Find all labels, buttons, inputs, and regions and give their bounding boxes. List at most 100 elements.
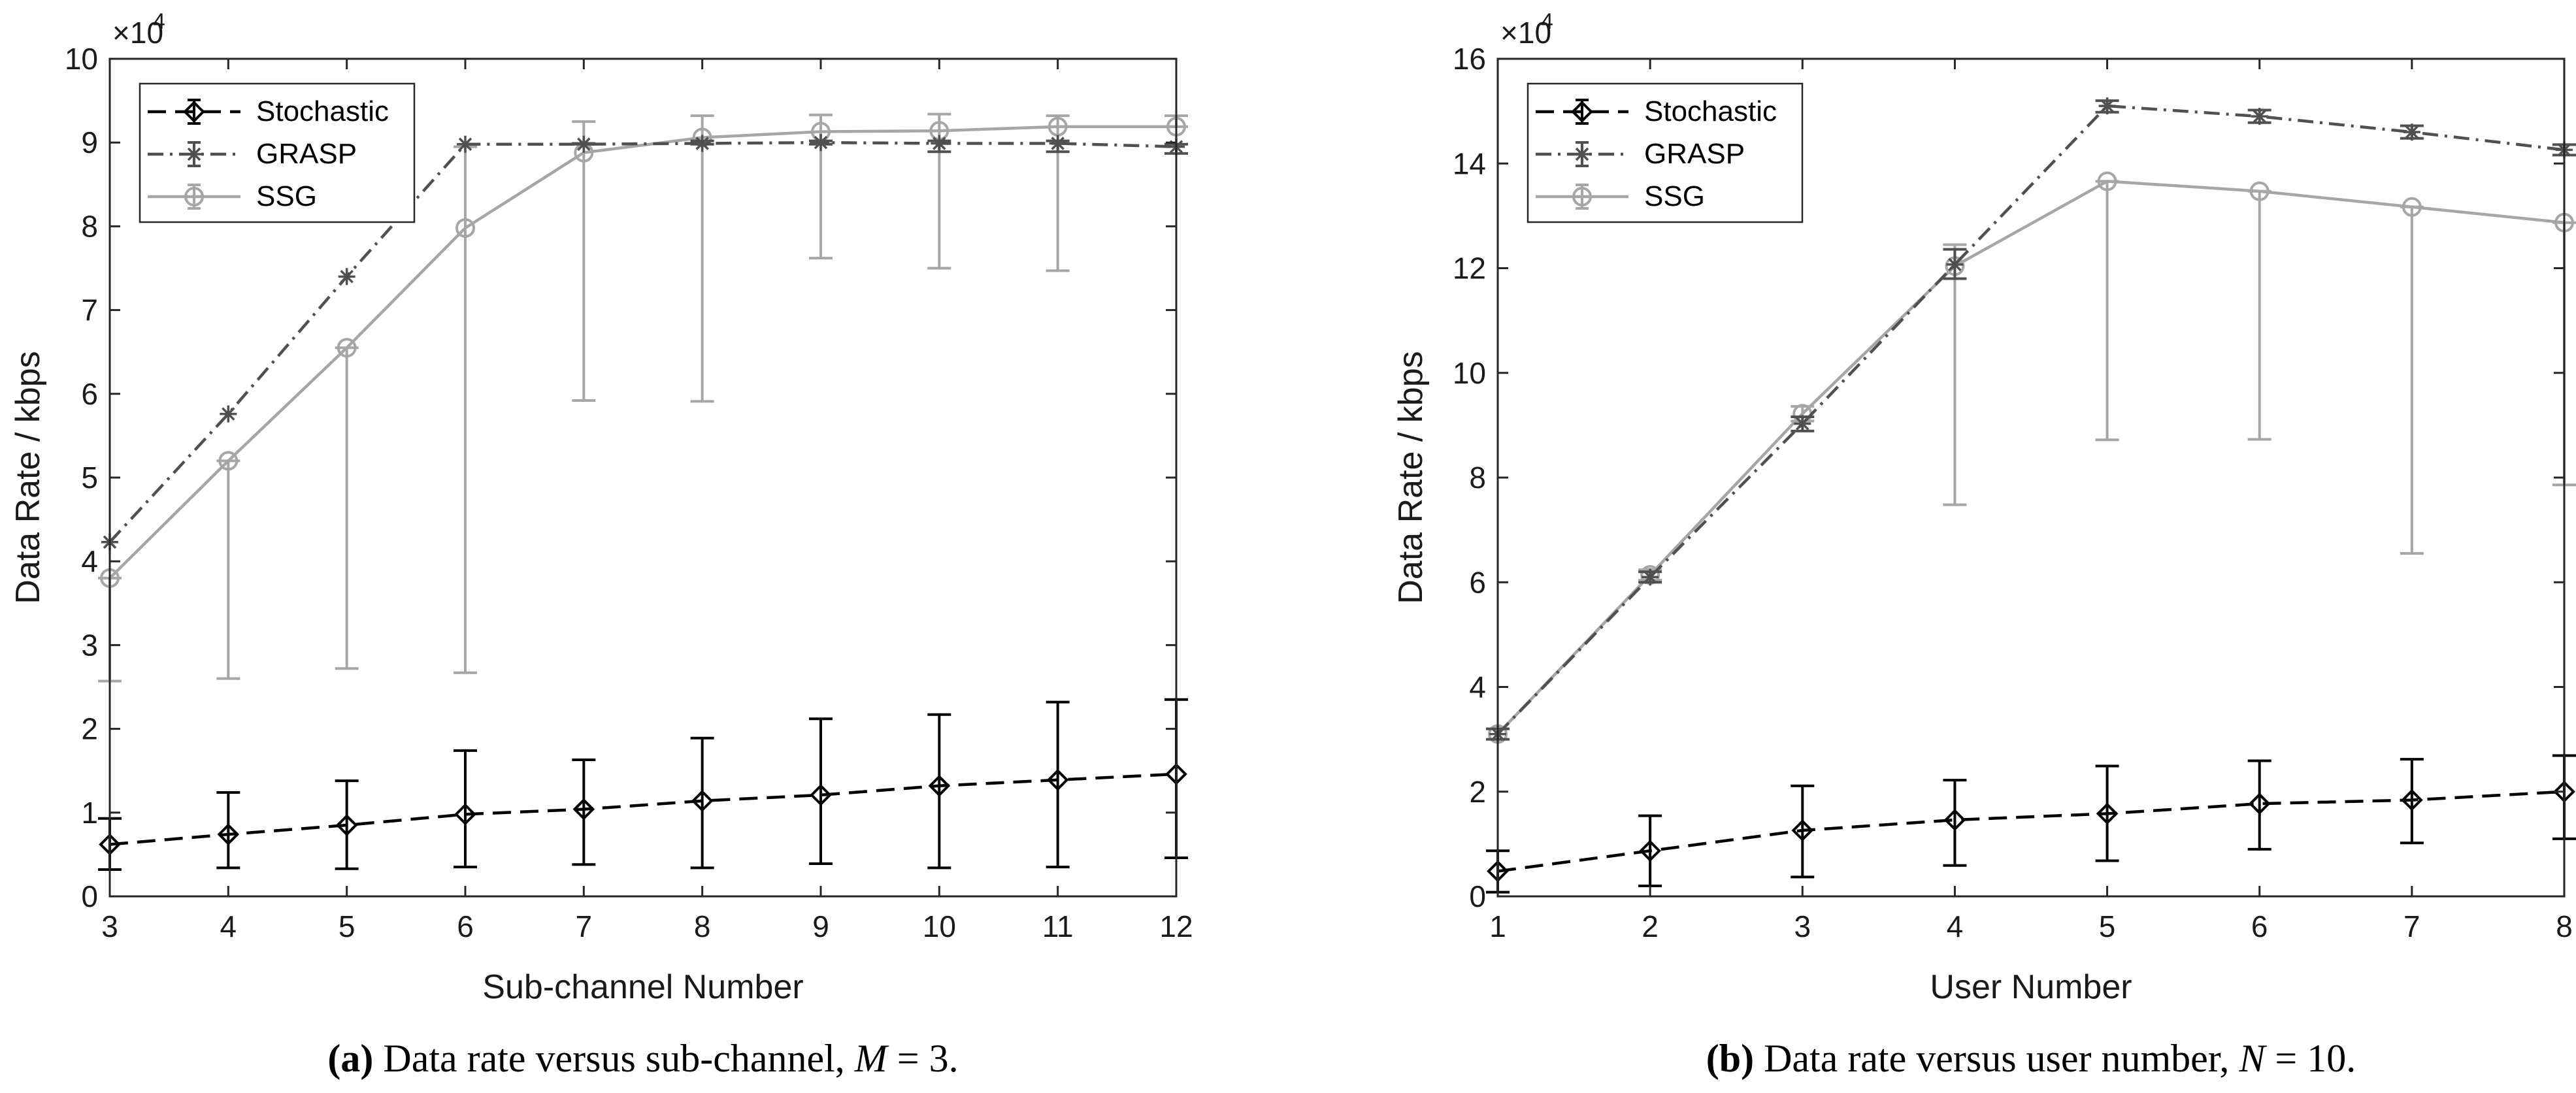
panel-a-ytick-label-9: 9: [81, 125, 98, 159]
panel-a-legend-grasp: GRASP: [256, 138, 357, 170]
panel-a-grasp-point-2: [338, 268, 355, 285]
panel-b-legend-grasp-marker-d2: [1575, 147, 1589, 161]
panel-b-grasp-point-3: [1946, 255, 1964, 273]
panel-a-stochastic-point-6: [810, 784, 832, 806]
panel-b-ytick-label-6: 12: [1453, 252, 1486, 285]
panel-a-grasp-point-4-d2: [577, 137, 591, 152]
panel-a-xtick-label-8: 11: [1042, 909, 1074, 943]
panel-b-ssg-point-5: [2249, 181, 2270, 201]
panel-a-grasp-point-7: [931, 135, 948, 152]
panel-a-ssg-line: [108, 125, 1176, 579]
panel-b-stochastic-point-6: [2401, 789, 2423, 811]
panel-a-exponent-power: 4: [153, 9, 165, 34]
panel-a-legend-ssg-marker: [184, 187, 204, 206]
panel-a-legend: Stochastic GRASP SSG: [139, 82, 416, 223]
panel-a-exponent-base: ×10: [112, 16, 163, 50]
panel-b-legend-symbols: [1536, 99, 1628, 210]
panel-b-stochastic-point-3: [1943, 809, 1966, 831]
panel-b-ytick-label-1: 2: [1469, 775, 1486, 809]
panel-a-grasp-line: [108, 140, 1177, 544]
panel-a-grasp-point-3: [457, 135, 474, 153]
panel-a-grasp-point-5: [693, 135, 711, 152]
panel-b-grasp-point-2: [1794, 415, 1811, 432]
panel-b-grasp-line: [1496, 104, 2565, 736]
panel-a-stochastic-point-1: [217, 823, 240, 845]
caption-b: (b) Data rate versus user number, N = 10…: [1706, 1037, 2356, 1080]
panel-a-xtick-label-2: 5: [339, 909, 355, 943]
panel-a-grasp-point-6: [812, 134, 829, 152]
panel-a-ytick-label-4: 4: [81, 544, 98, 578]
panel-a-ytick-label-6: 6: [81, 377, 98, 411]
caption-b-var: N: [2238, 1037, 2267, 1080]
panel-b-legend-ssg: SSG: [1644, 180, 1705, 212]
panel-a-ytick-label-8: 8: [81, 209, 98, 243]
panel-a-grasp-point-5-d2: [695, 137, 709, 150]
panel-a-stochastic-point-8: [1046, 768, 1069, 791]
panel-a-legend-symbols: [148, 99, 240, 210]
panel-b-legend-stochastic: Stochastic: [1644, 95, 1777, 127]
panel-b-grasp-point-3-d2: [1948, 257, 1962, 272]
panel-b-grasp-point-2-d2: [1796, 417, 1809, 431]
panel-b-legend: Stochastic GRASP SSG: [1527, 82, 1804, 223]
panel-a-legend-ssg: SSG: [256, 180, 317, 212]
panel-a-legend-stochastic-marker: [183, 101, 205, 123]
panel-b-legend-ssg-marker: [1572, 187, 1592, 206]
panel-a-ytick-label-3: 3: [81, 628, 98, 662]
panel-b-ssg-point-6: [2402, 197, 2422, 217]
panel-a-ytick-label-0: 0: [81, 879, 98, 913]
panel-b-xtick-label-0: 1: [1489, 909, 1506, 943]
panel-a-legend-stochastic: Stochastic: [256, 95, 389, 127]
panel-b-yticks: 0 2 4 6 8 10 12 14 16: [1453, 42, 2564, 913]
panel-b-grasp-point-4-d2: [2100, 99, 2114, 113]
panel-b-legend-stochastic-marker: [1571, 101, 1593, 123]
caption-b-label: (b): [1706, 1037, 1754, 1080]
panel-b-ytick-label-2: 4: [1469, 670, 1486, 704]
panel-a-ssg-point-2: [337, 338, 357, 358]
panel-b-grasp-point-6-d2: [2405, 125, 2419, 139]
panel-a-xtick-label-7: 10: [923, 909, 956, 943]
panel-b-xtick-label-5: 6: [2251, 909, 2268, 943]
panel-b-series-stochastic: [1486, 754, 2576, 894]
panel-b-xlabel: User Number: [1930, 968, 2132, 1006]
panel-b-legend-grasp: GRASP: [1644, 138, 1745, 170]
panel-a-yticks: 0 1 2 3 4 5 6 7 8 9 10: [65, 42, 1176, 913]
caption-b-text: Data rate versus user number,: [1754, 1037, 2239, 1080]
panel-a-grasp-point-8: [1049, 135, 1066, 152]
panel-a-xtick-label-5: 8: [694, 909, 711, 943]
panel-b-series-ssg: [1486, 171, 2576, 744]
panel-a-stochastic-point-4: [572, 798, 595, 821]
panel-a-xticks: 3 4 5 6 7 8 9 10 11 12: [101, 59, 1193, 943]
panel-a-ytick-label-10: 10: [65, 42, 98, 76]
panel-b-ytick-label-4: 8: [1469, 461, 1486, 495]
panel-a-ylabel: Data Rate / kbps: [9, 351, 47, 604]
panel-a-ssg-point-3: [455, 218, 475, 238]
panel-b-xticks: 1 2 3 4 5 6 7 8: [1489, 59, 2573, 943]
panel-b-grasp-point-1: [1642, 568, 1659, 586]
panel-a-xtick-label-1: 4: [220, 909, 237, 943]
panel-a-xtick-label-6: 9: [812, 909, 829, 943]
panel-a-plot-layer: [98, 112, 1188, 871]
panel-b-exponent-base: ×10: [1500, 16, 1551, 50]
panel-a-stochastic-point-7: [928, 774, 951, 797]
panel-a-xtick-label-4: 7: [576, 909, 593, 943]
panel-a-ytick-label-1: 1: [81, 796, 98, 830]
panel-a-grasp-point-1: [220, 405, 237, 423]
panel-b-ytick-label-0: 0: [1469, 879, 1486, 913]
panel-a-stochastic-point-5: [691, 790, 714, 812]
panel-b-ytick-label-8: 16: [1453, 42, 1486, 76]
panel-b-grasp-point-6: [2403, 123, 2420, 141]
panel-b-legend-grasp-marker: [1574, 146, 1591, 163]
panel-b-grasp-point-5-d2: [2253, 109, 2266, 123]
panel-b-xtick-label-3: 4: [1947, 909, 1964, 943]
panel-b-grasp-point-5: [2251, 108, 2268, 125]
panel-b-xtick-label-7: 8: [2556, 909, 2573, 943]
panel-a-series-stochastic: [98, 698, 1188, 871]
panel-b-ytick-label-5: 10: [1453, 356, 1486, 390]
panel-a-grasp-point-1-d2: [222, 407, 235, 421]
panel-a-ssg-point-1: [218, 451, 239, 471]
panel-b-stochastic-point-2: [1791, 819, 1814, 841]
panel-a-legend-grasp-marker-d2: [187, 147, 201, 161]
panel-a-grasp-point-2-d2: [340, 270, 354, 284]
